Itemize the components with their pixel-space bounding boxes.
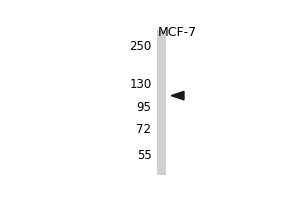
Bar: [158, 30, 166, 175]
Text: 250: 250: [129, 40, 152, 53]
Text: 95: 95: [136, 101, 152, 114]
Text: 55: 55: [137, 149, 152, 162]
Text: MCF-7: MCF-7: [158, 26, 196, 39]
Polygon shape: [171, 91, 184, 100]
Text: 130: 130: [129, 78, 152, 91]
Text: 72: 72: [136, 123, 152, 136]
